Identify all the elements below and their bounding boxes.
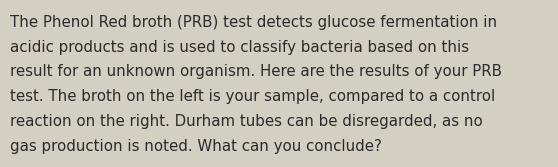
Text: The Phenol Red broth (PRB) test detects glucose fermentation in: The Phenol Red broth (PRB) test detects … [10,15,497,30]
Text: acidic products and is used to classify bacteria based on this: acidic products and is used to classify … [10,40,469,55]
Text: reaction on the right. Durham tubes can be disregarded, as no: reaction on the right. Durham tubes can … [10,114,483,129]
Text: test. The broth on the left is your sample, compared to a control: test. The broth on the left is your samp… [10,89,496,104]
Text: gas production is noted. What can you conclude?: gas production is noted. What can you co… [10,139,382,154]
Text: result for an unknown organism. Here are the results of your PRB: result for an unknown organism. Here are… [10,64,502,79]
